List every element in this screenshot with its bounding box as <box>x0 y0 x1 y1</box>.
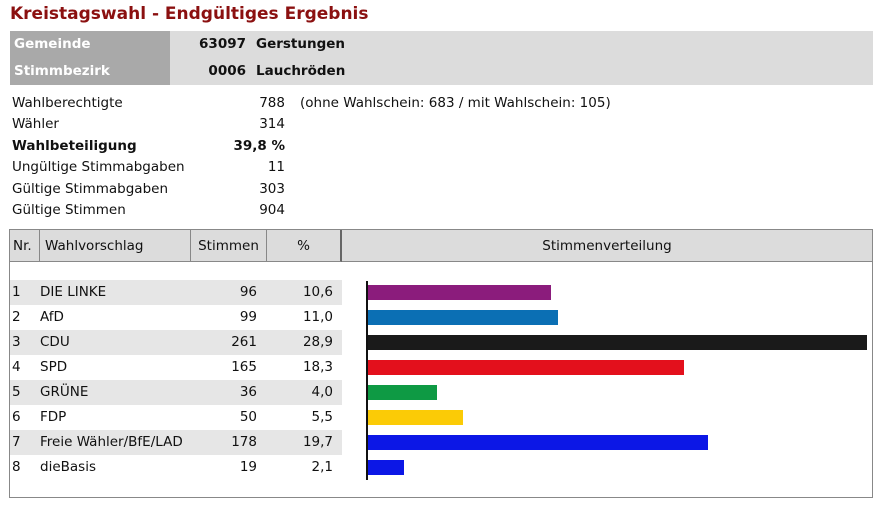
cell-nr: 7 <box>12 434 21 450</box>
cell-wahlvorschlag: DIE LINKE <box>40 284 107 300</box>
column-header-stimmenverteilung: Stimmenverteilung <box>342 230 872 262</box>
vote-bar <box>368 385 437 400</box>
table-row: 5 GRÜNE 36 4,0 <box>10 380 342 405</box>
page-title: Kreistagswahl - Endgültiges Ergebnis <box>10 4 369 24</box>
stat-label: Wahlbeteiligung <box>12 138 137 154</box>
cell-percent: 11,0 <box>302 309 333 325</box>
cell-stimmen: 99 <box>239 309 257 325</box>
location-header: Gemeinde 63097 Gerstungen Stimmbezirk 00… <box>10 31 873 85</box>
cell-nr: 1 <box>12 284 21 300</box>
cell-stimmen: 261 <box>231 334 257 350</box>
table-row: 4 SPD 165 18,3 <box>10 355 342 380</box>
stimmbezirk-label: Stimmbezirk <box>10 58 170 85</box>
cell-percent: 28,9 <box>302 334 333 350</box>
cell-nr: 6 <box>12 409 21 425</box>
column-header-stimmen: Stimmen <box>191 230 267 262</box>
gemeinde-name: Gerstungen <box>256 36 346 52</box>
cell-percent: 19,7 <box>302 434 333 450</box>
vote-bar <box>368 285 551 300</box>
stat-label: Gültige Stimmen <box>12 202 126 218</box>
stimmbezirk-code: 0006 <box>208 63 246 79</box>
table-row: 3 CDU 261 28,9 <box>10 330 342 355</box>
cell-percent: 2,1 <box>311 459 333 475</box>
column-header-wahlvorschlag: Wahlvorschlag <box>40 230 191 262</box>
gemeinde-label: Gemeinde <box>10 31 170 58</box>
stat-value: 39,8 % <box>233 138 285 154</box>
chart-axis <box>366 281 368 480</box>
vote-bar <box>368 460 404 475</box>
cell-wahlvorschlag: CDU <box>40 334 70 350</box>
vote-bar <box>368 410 463 425</box>
cell-stimmen: 19 <box>239 459 257 475</box>
cell-stimmen: 36 <box>239 384 257 400</box>
cell-stimmen: 50 <box>239 409 257 425</box>
stat-value: 788 <box>259 95 285 111</box>
stat-value: 904 <box>259 202 285 218</box>
table-row: 8 dieBasis 19 2,1 <box>10 455 342 480</box>
cell-percent: 4,0 <box>311 384 333 400</box>
stat-label: Wähler <box>12 116 59 132</box>
cell-wahlvorschlag: AfD <box>40 309 64 325</box>
column-header-nr: Nr. <box>10 230 40 262</box>
results-table: Nr. Wahlvorschlag Stimmen % Stimmenverte… <box>9 229 873 498</box>
stimmbezirk-name: Lauchröden <box>256 63 346 79</box>
table-row: 7 Freie Wähler/BfE/LAD 178 19,7 <box>10 430 342 455</box>
stat-value: 303 <box>259 181 285 197</box>
stat-value: 314 <box>259 116 285 132</box>
cell-nr: 4 <box>12 359 21 375</box>
table-row: 6 FDP 50 5,5 <box>10 405 342 430</box>
vote-bar <box>368 310 558 325</box>
cell-wahlvorschlag: GRÜNE <box>40 384 89 400</box>
table-row: 1 DIE LINKE 96 10,6 <box>10 280 342 305</box>
cell-stimmen: 165 <box>231 359 257 375</box>
column-header-percent: % <box>267 230 342 262</box>
cell-nr: 8 <box>12 459 21 475</box>
cell-percent: 18,3 <box>302 359 333 375</box>
table-row: 2 AfD 99 11,0 <box>10 305 342 330</box>
cell-wahlvorschlag: Freie Wähler/BfE/LAD <box>40 434 183 450</box>
cell-percent: 5,5 <box>311 409 333 425</box>
cell-wahlvorschlag: dieBasis <box>40 459 96 475</box>
cell-nr: 3 <box>12 334 21 350</box>
stat-value: 11 <box>267 159 285 175</box>
cell-nr: 2 <box>12 309 21 325</box>
stat-label: Ungültige Stimmabgaben <box>12 159 185 175</box>
vote-bar <box>368 360 684 375</box>
stat-note: (ohne Wahlschein: 683 / mit Wahlschein: … <box>300 95 611 111</box>
cell-stimmen: 96 <box>239 284 257 300</box>
vote-bar <box>368 335 867 350</box>
gemeinde-code: 63097 <box>199 36 246 52</box>
cell-percent: 10,6 <box>302 284 333 300</box>
stat-label: Wahlberechtigte <box>12 95 123 111</box>
cell-stimmen: 178 <box>231 434 257 450</box>
cell-wahlvorschlag: FDP <box>40 409 67 425</box>
vote-bar <box>368 435 708 450</box>
cell-wahlvorschlag: SPD <box>40 359 68 375</box>
stat-label: Gültige Stimmabgaben <box>12 181 169 197</box>
cell-nr: 5 <box>12 384 21 400</box>
